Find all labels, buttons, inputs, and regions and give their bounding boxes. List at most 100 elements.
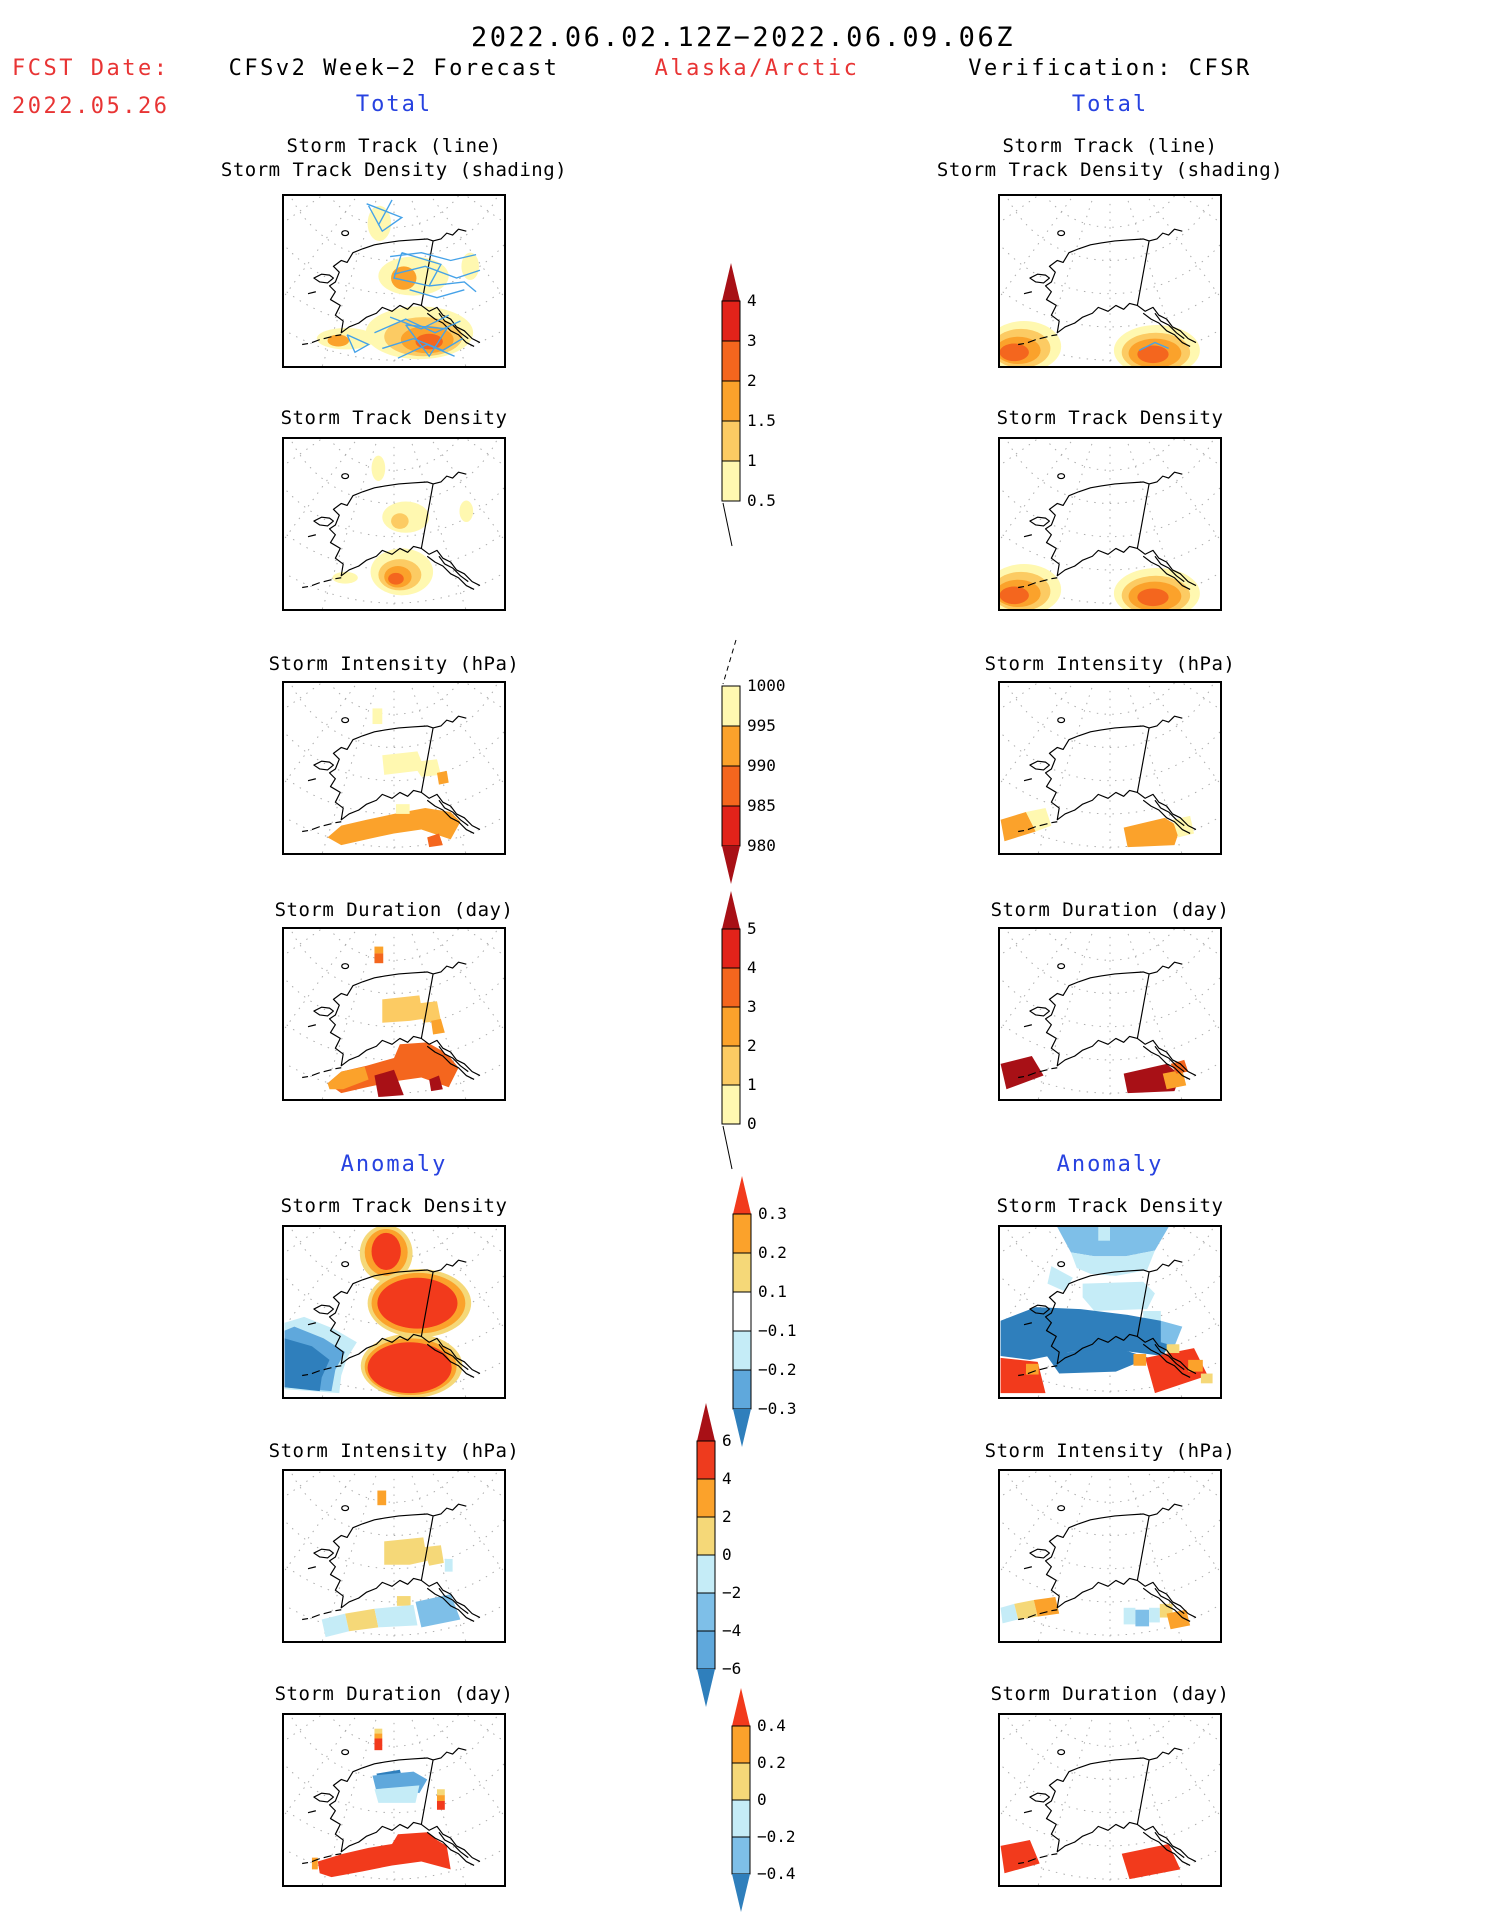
panel-title-vf-intensity: Storm Intensity (hPa): [984, 653, 1236, 675]
colorbar-tick-label: 0.5: [747, 491, 776, 510]
panel-title-fc-track-line2: Storm Track Density (shading): [220, 159, 568, 181]
colorbar-tick-label: 3: [747, 331, 757, 350]
graticule: [1000, 196, 1220, 366]
map-panel-fc-anom-duration: [282, 1713, 506, 1887]
colorbar-tick-label: 5: [747, 919, 757, 938]
colorbar-tick-label: −0.3: [758, 1399, 797, 1418]
shading-vf-anom-density: [1000, 1227, 1213, 1394]
forecast-column-title: CFSv2 Week−2 Forecast: [228, 56, 560, 81]
fcst-date-label: FCST Date:: [12, 56, 170, 81]
map-canvas-vf-density: [1000, 439, 1220, 609]
panel-title-fc-anom-duration: Storm Duration (day): [274, 1683, 514, 1705]
colorbar-tick-label: −0.1: [758, 1321, 797, 1340]
colorbar-tick-label: 1.5: [747, 411, 776, 430]
colorbar-tick-label: 3: [747, 997, 757, 1016]
colorbar-arrow-top: [722, 891, 740, 929]
alaska-coastline: [302, 228, 481, 347]
shading-fc-duration: [327, 946, 459, 1098]
map-panel-vf-anom-density: [998, 1225, 1222, 1399]
shading-vf-track: [1000, 321, 1200, 366]
colorbar-tick-label: 4: [722, 1469, 732, 1488]
map-canvas-vf-track: [1000, 196, 1220, 366]
colorbar-tick-label: 2: [747, 1036, 757, 1055]
map-canvas-fc-intensity: [284, 683, 504, 853]
colorbar-tick-label: 985: [747, 796, 776, 815]
colorbar-tick-label: −4: [722, 1621, 741, 1640]
colorbar-arrow-bottom: [732, 1874, 750, 1912]
graticule: [284, 439, 504, 609]
colorbar-tick-label: −0.4: [757, 1864, 796, 1883]
panel-title-fc-intensity: Storm Intensity (hPa): [268, 653, 520, 675]
map-canvas-fc-density: [284, 439, 504, 609]
map-canvas-fc-anom-duration: [284, 1715, 504, 1885]
verification-column-title: Verification: CFSR: [968, 56, 1252, 81]
figure-title: 2022.06.02.12Z−2022.06.09.06Z: [471, 22, 1015, 53]
panel-title-vf-density: Storm Track Density: [996, 407, 1224, 429]
colorbar-arrow-top: [697, 1403, 715, 1441]
panel-title-vf-anom-density: Storm Track Density: [996, 1195, 1224, 1217]
fcst-date-value: 2022.05.26: [12, 94, 170, 119]
graticule: [284, 1471, 504, 1641]
shading-fc-anom-duration: [311, 1728, 451, 1878]
alaska-coastline: [302, 1503, 481, 1622]
map-canvas-vf-anom-intensity: [1000, 1471, 1220, 1641]
map-panel-vf-track: [998, 194, 1222, 368]
alaska-coastline: [302, 1259, 481, 1378]
colorbar-tick-label: −2: [722, 1583, 741, 1602]
graticule: [1000, 1471, 1220, 1641]
map-canvas-fc-anom-density: [284, 1227, 504, 1397]
colorbar-tick-label: 0.1: [758, 1282, 787, 1301]
colorbar-arrow-bottom: [697, 1669, 715, 1707]
colorbar-tick-label: 1000: [747, 676, 786, 695]
colorbar-arrow-top: [733, 1176, 751, 1214]
colorbar-anom-duration-scale: 0.4 0.2 0 −0.2 −0.4: [731, 1688, 796, 1912]
total-section-label-left: Total: [355, 92, 433, 117]
storm-track-lines: [1139, 341, 1169, 351]
shading-vf-intensity: [1000, 808, 1195, 848]
colorbar-tick-label: 2: [722, 1507, 732, 1526]
map-panel-vf-anom-intensity: [998, 1469, 1222, 1643]
shading-fc-anom-density: [284, 1227, 472, 1397]
colorbar-tick-label: 0: [757, 1790, 767, 1809]
alaska-coastline: [1018, 715, 1197, 834]
map-panel-vf-intensity: [998, 681, 1222, 855]
colorbar-tick-label: −0.2: [758, 1360, 797, 1379]
map-panel-fc-intensity: [282, 681, 506, 855]
graticule: [1000, 929, 1220, 1099]
panel-title-fc-duration: Storm Duration (day): [274, 899, 514, 921]
map-canvas-vf-anom-duration: [1000, 1715, 1220, 1885]
alaska-coastline: [302, 961, 481, 1080]
map-canvas-fc-anom-intensity: [284, 1471, 504, 1641]
colorbar-arrow-bottom: [733, 1409, 751, 1447]
colorbar-tick-label: 980: [747, 836, 776, 855]
map-panel-vf-anom-duration: [998, 1713, 1222, 1887]
colorbar-tick-label: 0.2: [758, 1243, 787, 1262]
anomaly-section-label-left: Anomaly: [340, 1152, 448, 1177]
graticule: [1000, 1715, 1220, 1885]
colorbar-tick-label: 995: [747, 716, 776, 735]
colorbar-duration-scale: 5 4 3 2 1 0: [721, 891, 757, 1170]
panel-title-fc-density: Storm Track Density: [280, 407, 508, 429]
panel-title-vf-track-line2: Storm Track Density (shading): [936, 159, 1284, 181]
shading-vf-anom-intensity: [1000, 1597, 1191, 1630]
shading-fc-anom-intensity: [321, 1490, 461, 1638]
map-canvas-vf-intensity: [1000, 683, 1220, 853]
colorbar-track-density-scale: 4 3 2 1.5 1 0.5: [721, 263, 776, 547]
colorbar-arrow-top: [732, 1688, 750, 1726]
map-canvas-vf-duration: [1000, 929, 1220, 1099]
colorbar-tick-label: 0.3: [758, 1204, 787, 1223]
shading-vf-anom-duration: [1000, 1840, 1181, 1880]
alaska-coastline: [1018, 471, 1197, 590]
storm-track-lines: [346, 199, 481, 359]
colorbar-tick-label: 0.4: [757, 1716, 786, 1735]
colorbar-arrow-top: [722, 263, 740, 301]
alaska-coastline: [302, 1747, 481, 1866]
colorbar-anom-density-scale: 0.3 0.2 0.1 −0.1 −0.2 −0.3: [732, 1176, 797, 1447]
colorbar-tick-label: 1: [747, 1075, 757, 1094]
map-panel-fc-density: [282, 437, 506, 611]
region-label: Alaska/Arctic: [654, 56, 860, 81]
panel-title-vf-duration: Storm Duration (day): [990, 899, 1230, 921]
colorbar-tick-label: 0.2: [757, 1753, 786, 1772]
alaska-coastline: [1018, 1503, 1197, 1622]
